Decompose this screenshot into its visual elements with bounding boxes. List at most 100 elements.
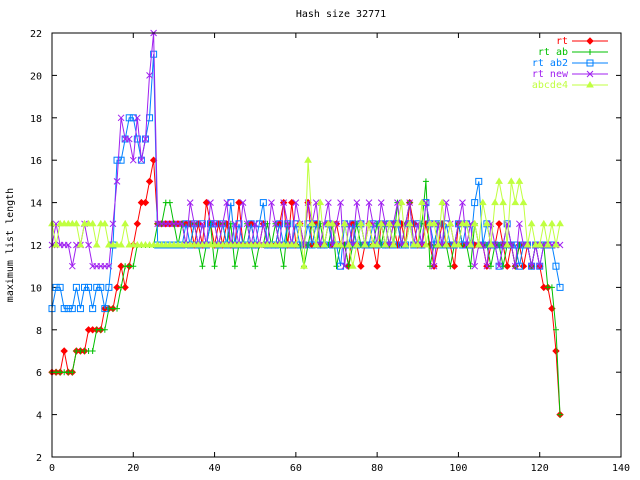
data-point-abcde4 [72, 219, 81, 227]
data-point-abcde4 [422, 241, 430, 248]
x-tick-label: 20 [127, 463, 139, 474]
data-point-rt-ab2 [337, 262, 345, 270]
data-point-abcde4 [397, 198, 406, 206]
data-point-rt-new [280, 199, 288, 206]
data-point-rt-ab2 [515, 262, 523, 270]
data-point-rt-ab2 [97, 283, 105, 291]
data-point-rt-ab [426, 263, 433, 270]
data-point-rt-ab2 [76, 305, 84, 313]
data-point-rt-new [109, 220, 117, 228]
data-point-abcde4 [316, 198, 325, 206]
legend-label-rt-ab: rt ab [538, 47, 568, 58]
data-point-rt-new [341, 262, 348, 270]
y-axis-label: maximum list length [5, 188, 16, 302]
data-point-rt-ab [447, 263, 454, 270]
data-point-abcde4 [438, 198, 447, 206]
data-point-abcde4 [377, 219, 386, 227]
data-point-abcde4 [308, 219, 316, 227]
data-point-abcde4 [121, 219, 130, 227]
data-point-abcde4 [495, 177, 503, 184]
x-tick-label: 40 [209, 463, 221, 474]
data-point-rt-new [219, 220, 227, 228]
data-point-abcde4 [491, 198, 499, 206]
legend-marker-rt-ab2 [586, 59, 594, 67]
data-point-rt-new [495, 262, 503, 270]
data-point-abcde4 [100, 219, 109, 227]
data-point-abcde4 [462, 219, 471, 227]
data-point-abcde4 [413, 241, 422, 248]
data-point-rt-ab2 [56, 283, 64, 291]
x-tick-label: 140 [612, 463, 630, 474]
data-point-rt-new [325, 199, 332, 206]
data-point-rt [235, 198, 243, 207]
data-point-abcde4 [470, 219, 479, 227]
data-point-rt-ab2 [475, 177, 483, 185]
data-point-rt-new [430, 262, 438, 270]
x-tick-label: 120 [531, 463, 549, 474]
data-point-rt-ab2 [198, 220, 206, 228]
data-point-abcde4 [552, 241, 560, 248]
data-point-abcde4 [543, 241, 552, 248]
data-point-rt-new [471, 262, 479, 270]
data-point-abcde4 [381, 241, 390, 248]
data-point-abcde4 [52, 241, 60, 248]
data-point-rt-ab [114, 305, 121, 312]
data-point-rt-new [113, 178, 121, 185]
data-point-rt [145, 177, 154, 186]
data-point-abcde4 [92, 241, 101, 248]
legend-label-abcde4: abcde4 [532, 80, 568, 91]
plot-frame [51, 32, 622, 458]
data-point-rt-new [190, 220, 198, 228]
y-tick-label: 12 [30, 241, 42, 252]
data-point-rt-ab2 [247, 220, 255, 228]
data-point-rt-new [259, 220, 267, 228]
data-point-rt [288, 198, 296, 207]
legend-marker-rt-new [586, 70, 594, 78]
data-point-rt-new [129, 156, 137, 164]
y-tick-label: 8 [36, 326, 42, 337]
legend-label-rt-ab2: rt ab2 [532, 58, 568, 69]
data-point-rt-ab [500, 263, 507, 270]
y-tick-label: 4 [36, 411, 42, 422]
data-point-rt [141, 198, 150, 207]
y-tick-label: 18 [30, 114, 42, 125]
series-line-rt-ab2 [51, 54, 561, 310]
data-point-rt-ab [548, 284, 555, 291]
data-point-rt-ab2 [113, 156, 121, 164]
data-point-rt-new [292, 199, 300, 206]
data-point-rt-ab2 [52, 283, 60, 291]
data-point-rt-ab2 [284, 220, 292, 228]
data-point-rt-ab2 [68, 305, 76, 313]
data-point-rt-ab [166, 199, 173, 206]
data-point-rt-ab2 [133, 135, 141, 143]
data-point-rt-ab [422, 178, 429, 185]
data-point-abcde4 [361, 241, 369, 248]
data-point-rt [495, 220, 503, 228]
data-point-rt-new [251, 220, 259, 228]
data-point-rt-ab2 [235, 220, 243, 228]
data-point-rt-new [117, 114, 125, 122]
data-point-rt-ab [118, 284, 125, 291]
data-point-abcde4 [454, 241, 463, 248]
data-point-rt [357, 262, 365, 270]
data-point-rt-new [511, 262, 519, 270]
data-point-rt-ab [305, 242, 312, 248]
y-tick-label: 20 [30, 71, 42, 82]
data-point-rt-new [105, 262, 113, 270]
data-point-abcde4 [401, 241, 410, 248]
data-point-abcde4 [519, 198, 528, 206]
data-point-rt-ab2 [556, 283, 564, 291]
data-point-rt-new [199, 220, 206, 228]
data-point-abcde4 [527, 219, 536, 227]
data-point-rt-ab2 [349, 220, 357, 228]
data-point-rt-ab2 [60, 305, 68, 313]
data-point-rt [133, 220, 142, 228]
data-point-rt-ab2 [495, 262, 503, 270]
data-point-abcde4 [352, 241, 361, 248]
data-point-rt-ab [487, 263, 494, 270]
data-point-rt-ab [211, 263, 218, 270]
data-point-rt-new [272, 220, 279, 228]
data-point-rt-ab2 [190, 220, 198, 228]
data-point-abcde4 [523, 241, 532, 248]
series-abcde4 [48, 156, 564, 269]
